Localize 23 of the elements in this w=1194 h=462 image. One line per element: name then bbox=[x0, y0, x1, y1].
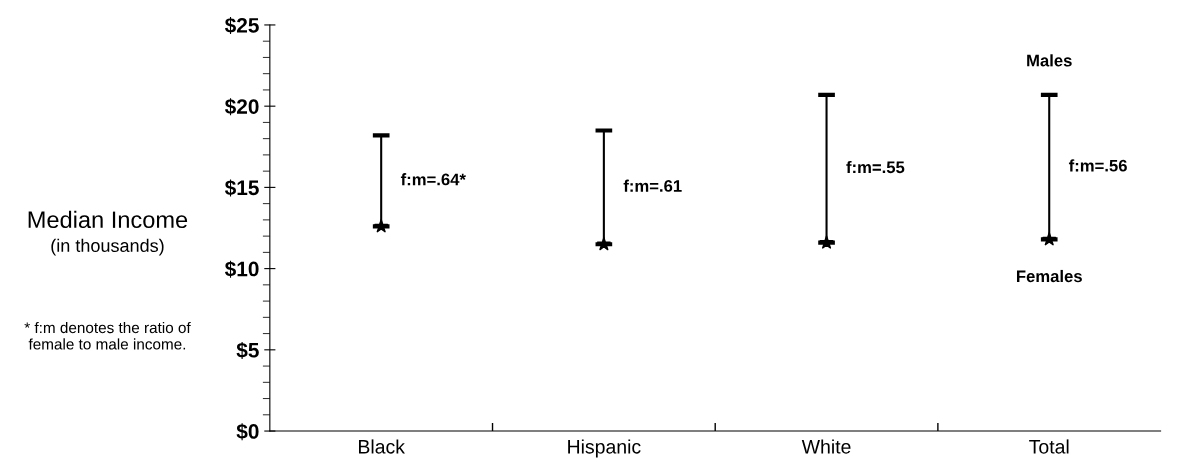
y-tick-label: $25 bbox=[224, 17, 259, 35]
series-label: Females bbox=[1016, 269, 1082, 283]
annotation: f:m=.64* bbox=[400, 173, 466, 186]
y-tick-label: $0 bbox=[236, 423, 259, 441]
annotation: Males bbox=[1027, 54, 1072, 67]
x-tick-label: Total bbox=[1029, 439, 1069, 454]
point bbox=[374, 219, 389, 233]
y-tick-label: $10 bbox=[224, 260, 259, 278]
point bbox=[1042, 232, 1057, 246]
y-tick-label: $5 bbox=[236, 341, 259, 359]
x-tick-label: Black bbox=[359, 439, 405, 454]
x-tick-label: White bbox=[801, 439, 851, 454]
text: * f:m denotes the ratio of female to male income. bbox=[24, 321, 191, 350]
point bbox=[596, 236, 611, 251]
y-tick-label: $15 bbox=[224, 179, 259, 197]
text: (in thousands) bbox=[51, 238, 164, 256]
y-tick-label: $20 bbox=[224, 98, 259, 116]
x-tick-label: Hispanic bbox=[568, 439, 641, 458]
point bbox=[819, 235, 834, 249]
annotation: f:m=.61 bbox=[623, 179, 682, 192]
annotation: f:m=.56 bbox=[1068, 159, 1127, 172]
y-axis-title: Median Income bbox=[28, 210, 188, 229]
annotation: f:m=.55 bbox=[846, 160, 905, 174]
